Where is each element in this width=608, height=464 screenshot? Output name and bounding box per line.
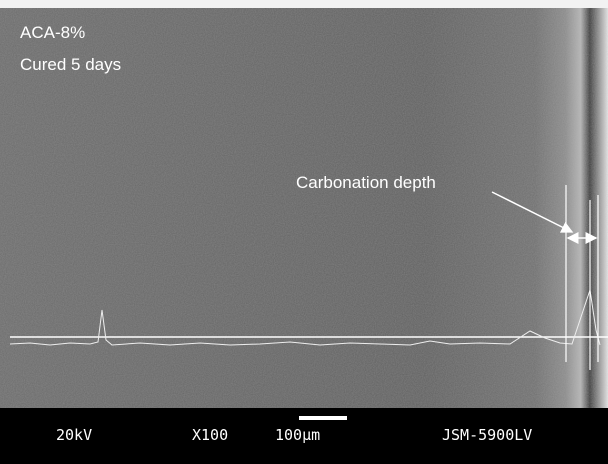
top-border xyxy=(0,0,608,8)
scale-bar xyxy=(299,416,347,420)
page: ACA-8% Cured 5 days Carbonation depth 20… xyxy=(0,0,608,464)
magnification: X100 xyxy=(192,426,228,444)
curing-label: Cured 5 days xyxy=(20,55,121,74)
instrument: JSM-5900LV xyxy=(442,426,532,444)
annotation-label: Carbonation depth xyxy=(296,173,436,192)
sem-image: ACA-8% Cured 5 days Carbonation depth 20… xyxy=(0,0,608,464)
scale-label: 100µm xyxy=(275,426,320,444)
voltage: 20kV xyxy=(56,426,92,444)
sample-label: ACA-8% xyxy=(20,23,85,42)
